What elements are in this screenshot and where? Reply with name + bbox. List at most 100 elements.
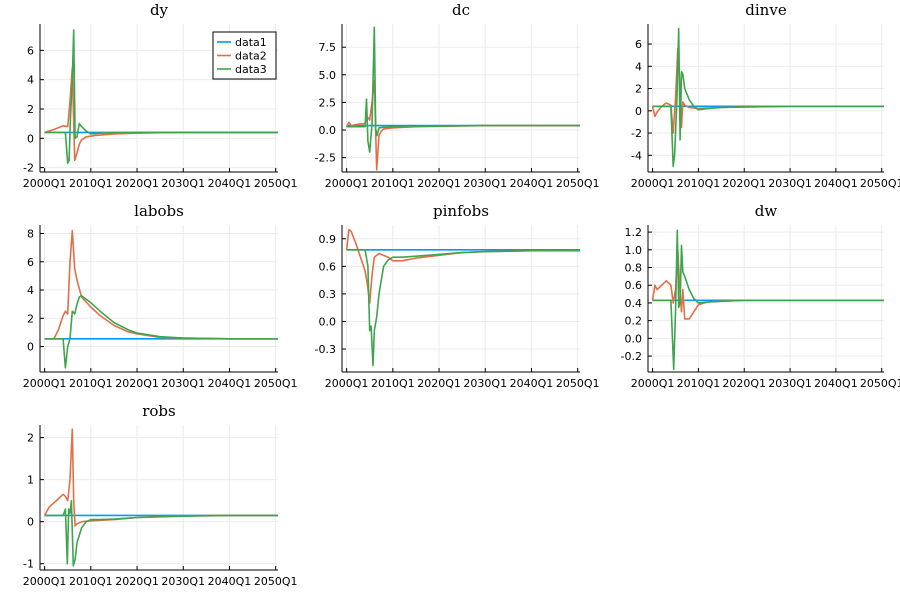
y-tick-label: 0.0 [625, 332, 643, 345]
panel-title: robs [142, 402, 176, 420]
x-tick-label: 2000Q1 [23, 177, 67, 190]
y-tick-label: 2 [27, 103, 34, 116]
x-tick-label: 2000Q1 [631, 177, 675, 190]
y-tick-label: 7.5 [319, 41, 337, 54]
panel-labobs: 2000Q1 2010Q1 2020Q1 2030Q1 2040Q1 2050Q1 0 2 4 6… [23, 202, 298, 390]
series-line-data2 [651, 47, 884, 134]
y-tick-label: 4 [27, 74, 34, 87]
y-tick-label: 1.2 [625, 226, 643, 239]
series-line-data3 [346, 249, 580, 367]
x-tick-label: 2040Q1 [208, 575, 252, 588]
x-tick-label: 2010Q1 [69, 377, 113, 390]
series-line-data3 [44, 499, 278, 567]
y-tick-label: 0.4 [625, 297, 643, 310]
x-tick-label: 2040Q1 [208, 377, 252, 390]
panel-title: dw [755, 202, 778, 220]
panel-dc: 2000Q1 2010Q1 2020Q1 2030Q1 2040Q1 2050Q1 -2.5… [315, 1, 600, 190]
y-tick-label: -2 [23, 162, 34, 175]
x-tick-label: 2020Q1 [115, 377, 159, 390]
y-tick-label: 0.9 [319, 233, 337, 246]
x-tick-label: 2040Q1 [510, 377, 554, 390]
y-tick-label: -0.2 [621, 350, 642, 363]
x-tick-label: 2020Q1 [722, 377, 766, 390]
x-tick-label: 2030Q1 [161, 377, 205, 390]
x-tick-label: 2000Q1 [23, 377, 67, 390]
x-tick-label: 2010Q1 [371, 177, 415, 190]
y-tick-label: 6 [27, 44, 34, 57]
x-tick-label: 2000Q1 [23, 575, 67, 588]
x-tick-label: 2040Q1 [510, 177, 554, 190]
y-tick-label: 0.0 [319, 124, 337, 137]
y-tick-label: 0.2 [625, 315, 643, 328]
y-tick-label: -4 [631, 149, 642, 162]
x-tick-label: 2050Q1 [860, 377, 900, 390]
y-tick-label: -2 [631, 127, 642, 140]
y-tick-label: 4 [635, 60, 642, 73]
y-tick-label: 6 [27, 256, 34, 269]
y-tick-label: 0 [27, 132, 34, 145]
panel-dw: 2000Q1 2010Q1 2020Q1 2030Q1 2040Q1 2050Q1 -0.2… [621, 202, 900, 390]
y-tick-label: 0 [635, 105, 642, 118]
x-tick-label: 2050Q1 [860, 177, 900, 190]
y-tick-label: 2 [27, 432, 34, 445]
x-tick-label: 2020Q1 [722, 177, 766, 190]
x-tick-label: 2020Q1 [115, 575, 159, 588]
y-tick-label: -2.5 [315, 152, 336, 165]
y-tick-label: 4 [27, 284, 34, 297]
y-tick-label: 1.0 [625, 244, 643, 257]
x-tick-label: 2000Q1 [631, 377, 675, 390]
y-tick-label: 0.0 [319, 315, 337, 328]
x-tick-label: 2040Q1 [208, 177, 252, 190]
y-tick-label: 0.6 [319, 260, 337, 273]
y-tick-label: -0.3 [315, 343, 336, 356]
series-line-data2 [44, 67, 278, 162]
x-tick-label: 2030Q1 [768, 377, 812, 390]
y-tick-label: 1 [27, 474, 34, 487]
panel-dy: 2000Q1 2010Q1 2020Q1 2030Q1 2040Q1 2050Q1 -2 0 2… [23, 1, 298, 190]
x-tick-label: 2050Q1 [556, 377, 600, 390]
x-tick-label: 2010Q1 [69, 575, 113, 588]
series-line-data3 [44, 294, 278, 369]
legend-label-data1: data1 [235, 36, 267, 49]
panel-title: dy [150, 1, 169, 19]
panel-title: dc [452, 1, 470, 19]
y-tick-label: 5.0 [319, 69, 337, 82]
x-tick-label: 2040Q1 [814, 177, 858, 190]
panel-dinve: 2000Q1 2010Q1 2020Q1 2030Q1 2040Q1 2050Q1 -4 -2… [631, 1, 900, 190]
x-tick-label: 2050Q1 [556, 177, 600, 190]
series-line-data3 [346, 26, 580, 153]
y-tick-label: 2 [27, 312, 34, 325]
x-tick-label: 2030Q1 [161, 575, 205, 588]
x-tick-label: 2040Q1 [814, 377, 858, 390]
y-tick-label: 0.6 [625, 279, 643, 292]
x-tick-label: 2010Q1 [69, 177, 113, 190]
legend-label-data3: data3 [235, 63, 267, 76]
x-tick-label: 2030Q1 [161, 177, 205, 190]
y-tick-label: 0.3 [319, 288, 337, 301]
panel-title: pinfobs [433, 202, 489, 220]
series-line-data2 [43, 428, 278, 527]
panel-pinfobs: 2000Q1 2010Q1 2020Q1 2030Q1 2040Q1 2050Q1 -0.3… [315, 202, 600, 390]
x-tick-label: 2000Q1 [325, 377, 369, 390]
x-tick-label: 2010Q1 [371, 377, 415, 390]
y-tick-label: 0.8 [625, 262, 643, 275]
y-tick-label: -1 [23, 558, 34, 571]
legend-label-data2: data2 [235, 50, 267, 63]
panel-title: dinve [745, 1, 787, 19]
y-tick-label: 2.5 [319, 96, 337, 109]
x-tick-label: 2000Q1 [325, 177, 369, 190]
x-tick-label: 2050Q1 [254, 177, 298, 190]
series-line-data3 [44, 29, 278, 164]
y-tick-label: 0 [27, 341, 34, 354]
y-tick-label: 6 [635, 38, 642, 51]
series-line-data3 [652, 27, 884, 168]
x-tick-label: 2020Q1 [115, 177, 159, 190]
y-tick-label: 0 [27, 516, 34, 529]
x-tick-label: 2030Q1 [768, 177, 812, 190]
y-tick-label: 2 [635, 83, 642, 96]
x-tick-label: 2050Q1 [254, 377, 298, 390]
y-tick-label: 8 [27, 227, 34, 240]
series-line-data3 [652, 229, 884, 371]
